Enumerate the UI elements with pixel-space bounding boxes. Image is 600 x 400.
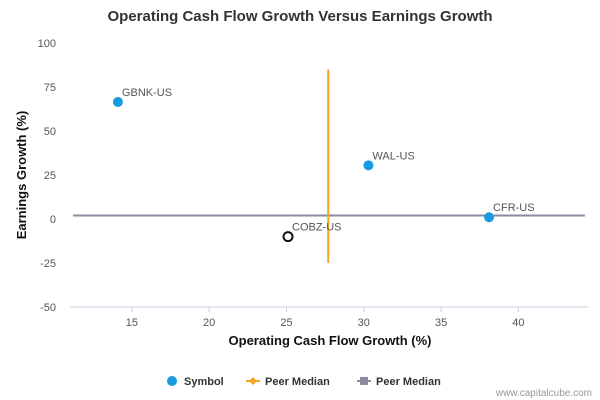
- axes: 15 20 25 30 35 40 100 75 50 25 0 -25 -50: [38, 38, 588, 329]
- data-point-label: GBNK-US: [122, 87, 172, 99]
- y-tick-label: 100: [38, 38, 56, 50]
- credit-text: www.capitalcube.com: [495, 388, 592, 399]
- y-axis-title: Earnings Growth (%): [14, 111, 29, 240]
- x-tick-label: 15: [126, 317, 138, 329]
- data-point-label: CFR-US: [493, 202, 535, 214]
- y-tick-label: -50: [40, 302, 56, 314]
- legend-marker-square: [360, 377, 368, 385]
- legend-marker-diamond: [249, 377, 257, 385]
- legend-marker-symbol: [167, 376, 177, 386]
- legend-label: Peer Median: [265, 376, 330, 388]
- y-tick-label: 75: [44, 82, 56, 94]
- x-tick-label: 40: [512, 317, 524, 329]
- x-axis-title: Operating Cash Flow Growth (%): [229, 333, 432, 348]
- legend-label: Peer Median: [376, 376, 441, 388]
- x-tick-label: 25: [280, 317, 292, 329]
- chart-title: Operating Cash Flow Growth Versus Earnin…: [107, 8, 492, 25]
- y-tick-label: -25: [40, 258, 56, 270]
- legend: Symbol Peer Median Peer Median: [167, 376, 441, 388]
- data-point-wal-us: [363, 160, 374, 171]
- x-tick-label: 35: [435, 317, 447, 329]
- x-tick-label: 30: [358, 317, 370, 329]
- data-point-label: WAL-US: [372, 150, 414, 162]
- data-point-cfr-us: [484, 212, 495, 223]
- y-tick-label: 50: [44, 126, 56, 138]
- data-point-gbnk-us: [112, 96, 123, 107]
- data-point-label: COBZ-US: [292, 222, 342, 234]
- y-tick-label: 0: [50, 214, 56, 226]
- data-point-cobz-us: [282, 231, 294, 243]
- median-lines: [73, 69, 585, 263]
- legend-label: Symbol: [184, 376, 224, 388]
- x-tick-label: 20: [203, 317, 215, 329]
- y-tick-label: 25: [44, 170, 56, 182]
- data-points: GBNK-US WAL-US CFR-US COBZ-US: [112, 87, 535, 243]
